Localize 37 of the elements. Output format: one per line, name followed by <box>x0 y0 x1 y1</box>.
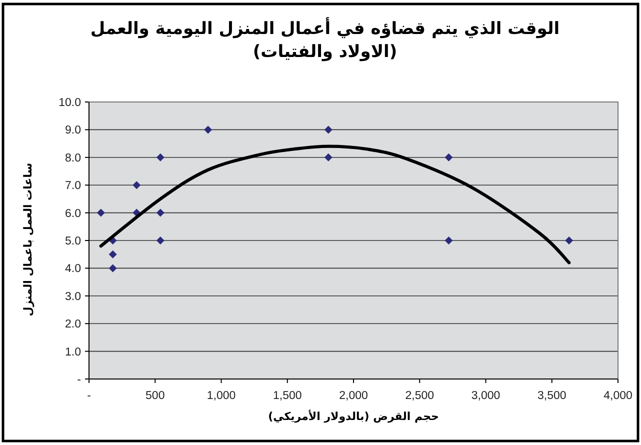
y-tick-label: 7.0 <box>65 180 81 192</box>
y-tick-label: 10.0 <box>58 97 81 109</box>
point <box>444 236 453 244</box>
point <box>204 126 212 134</box>
y-tick-label: 5.0 <box>65 236 81 248</box>
point <box>444 153 453 162</box>
x-tick-label: 2,000 <box>339 390 368 402</box>
x-tick-label: - <box>87 390 92 402</box>
y-tick-label: 1.0 <box>65 346 81 358</box>
y-tick-label: 3.0 <box>65 290 81 303</box>
point <box>108 264 117 272</box>
x-tick-label: 3,500 <box>537 390 566 402</box>
x-tick-label: 4,000 <box>604 390 632 402</box>
chart-title: الوقت الذي يتم قضاؤه في أعمال المنزل اليومية والعمل (الاولاد والفتيات) <box>89 18 561 64</box>
y-tick-label: 8.0 <box>65 152 81 164</box>
x-tick-label: 1,000 <box>206 390 236 402</box>
x-tick-label: 1,500 <box>272 390 302 402</box>
point <box>156 208 164 217</box>
point <box>324 153 332 162</box>
line-series <box>99 144 571 264</box>
point <box>324 126 332 134</box>
y-tick-label: 6.0 <box>65 208 81 220</box>
y-tick-label: 9.0 <box>65 124 81 137</box>
y-tick-label: - <box>77 374 82 386</box>
point <box>96 208 105 217</box>
point <box>132 181 141 190</box>
point <box>565 236 574 244</box>
y-tick-label: 2.0 <box>65 318 81 331</box>
x-tick-label: 500 <box>146 390 165 402</box>
y-axis-title: ساعات العمل باعمال المنزل <box>22 161 34 318</box>
x-axis-title: حجم القرض (بالدولار الأمريكي) <box>267 410 440 423</box>
point <box>156 153 164 162</box>
x-tick-label: 2,500 <box>405 390 434 402</box>
point <box>108 250 117 258</box>
y-tick-label: 4.0 <box>65 263 81 276</box>
point <box>156 236 164 244</box>
x-tick-label: 3,000 <box>471 390 500 402</box>
